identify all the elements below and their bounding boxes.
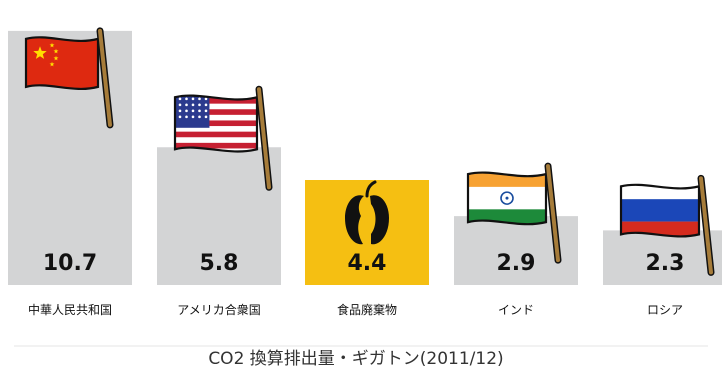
category-label-4: インド bbox=[498, 303, 534, 317]
usa-flag-icon bbox=[173, 85, 273, 191]
value-label-2: 5.8 bbox=[200, 251, 239, 276]
apple-core-icon bbox=[345, 180, 389, 245]
russia-flag-icon bbox=[619, 174, 715, 276]
value-label-1: 10.7 bbox=[43, 251, 97, 276]
chart-caption: CO2 換算排出量・ギガトン(2011/12) bbox=[208, 349, 503, 369]
bar-2 bbox=[157, 147, 281, 285]
china-flag-icon bbox=[24, 27, 114, 129]
value-label-5: 2.3 bbox=[646, 251, 685, 276]
category-label-1: 中華人民共和国 bbox=[28, 302, 112, 317]
value-label-4: 2.9 bbox=[497, 251, 536, 276]
bar-5 bbox=[603, 230, 722, 285]
category-label-5: ロシア bbox=[647, 303, 683, 317]
category-label-3: 食品廃棄物 bbox=[337, 302, 397, 317]
category-label-2: アメリカ合衆国 bbox=[177, 302, 260, 317]
india-flag-icon bbox=[466, 162, 562, 264]
value-label-3: 4.4 bbox=[348, 251, 387, 276]
